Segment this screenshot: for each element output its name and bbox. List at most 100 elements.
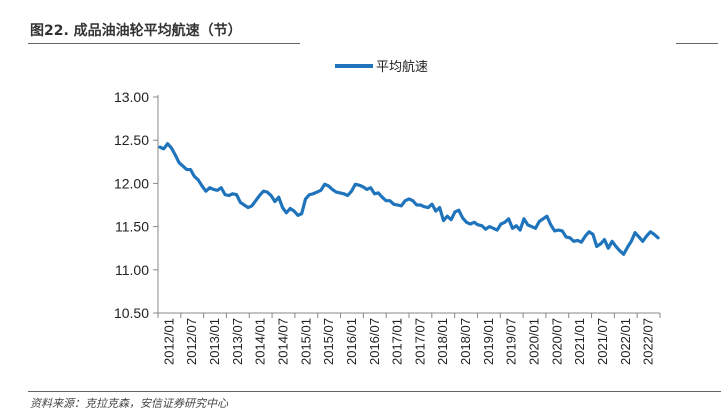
x-tick-label: 2021/01 — [572, 318, 587, 365]
data-point — [220, 187, 222, 189]
data-point — [619, 250, 621, 252]
data-point — [159, 146, 161, 148]
data-point — [542, 218, 544, 220]
data-point — [431, 203, 433, 205]
data-point — [649, 231, 652, 233]
data-point — [366, 188, 368, 191]
data-point — [166, 143, 169, 145]
data-point — [178, 162, 180, 164]
data-point — [393, 203, 395, 205]
data-point — [182, 165, 184, 167]
data-point — [427, 206, 429, 209]
plot-area — [158, 142, 660, 256]
data-point — [170, 147, 173, 149]
data-point — [634, 232, 636, 234]
data-point — [358, 184, 360, 186]
data-point — [262, 190, 264, 192]
data-point — [335, 191, 337, 193]
x-tick-label: 2014/07 — [276, 318, 291, 365]
data-point — [251, 205, 253, 207]
data-point — [377, 192, 379, 194]
data-point — [492, 227, 494, 229]
data-point — [281, 206, 284, 209]
y-tick-label: 12.50 — [114, 132, 149, 148]
header-rule-left — [28, 43, 300, 44]
x-tick-label: 2021/07 — [595, 318, 610, 365]
x-tick-label: 2015/01 — [298, 318, 313, 365]
data-point — [504, 221, 506, 223]
header-rule-right — [676, 43, 718, 44]
data-point — [235, 194, 238, 196]
y-tick-label: 11.50 — [115, 219, 149, 235]
data-point — [362, 186, 364, 188]
data-point — [519, 229, 521, 231]
data-point — [243, 204, 245, 206]
data-point — [205, 190, 207, 192]
data-point — [239, 201, 241, 204]
x-tick-label: 2012/01 — [161, 318, 176, 365]
data-point — [274, 200, 276, 203]
data-point — [354, 183, 356, 185]
data-point — [189, 168, 192, 171]
data-point — [653, 233, 655, 235]
x-tick-label: 2017/07 — [412, 318, 427, 365]
data-point — [293, 210, 295, 212]
data-point — [615, 245, 617, 248]
data-point — [285, 212, 287, 214]
data-point — [588, 231, 590, 233]
data-point — [327, 185, 330, 187]
data-point — [331, 188, 333, 191]
data-point — [412, 200, 414, 202]
data-point — [630, 240, 632, 242]
data-point — [600, 243, 602, 245]
x-tick-label: 2018/07 — [458, 318, 473, 365]
x-tick-label: 2015/07 — [321, 318, 336, 365]
data-point — [389, 200, 391, 202]
data-point — [197, 179, 199, 181]
data-point — [193, 175, 195, 178]
x-tick-label: 2020/01 — [527, 318, 542, 365]
data-point — [228, 194, 230, 197]
data-point — [638, 236, 640, 238]
data-point — [163, 148, 165, 150]
data-point — [442, 219, 445, 222]
data-point — [454, 211, 456, 213]
data-point — [435, 210, 437, 212]
data-point — [450, 219, 452, 221]
y-tick-label: 12.00 — [114, 175, 149, 191]
data-point — [603, 238, 606, 241]
data-point — [561, 230, 563, 232]
data-point — [370, 187, 372, 189]
footer-rule — [28, 391, 721, 392]
data-point — [297, 214, 299, 216]
data-point — [515, 225, 517, 227]
data-point — [339, 192, 341, 194]
data-point — [255, 200, 257, 202]
data-point — [592, 233, 594, 235]
data-point — [373, 193, 376, 195]
data-point — [343, 193, 345, 195]
data-point — [485, 228, 487, 230]
data-point — [645, 235, 648, 237]
data-point — [538, 220, 540, 223]
data-point — [584, 235, 586, 237]
data-point — [209, 187, 211, 189]
data-point — [565, 236, 567, 238]
data-point — [458, 209, 460, 211]
data-point — [465, 221, 468, 223]
data-point — [247, 206, 249, 209]
chart-title: 图22. 成品油油轮平均航速（节） — [30, 23, 242, 39]
data-point — [416, 204, 418, 206]
data-point — [289, 207, 291, 210]
data-point — [301, 213, 303, 215]
data-point — [523, 218, 525, 220]
data-point — [324, 183, 326, 185]
data-point — [212, 188, 215, 191]
data-point — [657, 237, 659, 239]
data-point — [488, 226, 491, 228]
legend: 平均航速 — [335, 59, 428, 75]
data-point — [174, 154, 176, 156]
data-point — [573, 240, 575, 242]
y-tick-label: 13.00 — [114, 89, 149, 105]
x-axis: 2012/01 2012/07 2013/01 2013/07 2014/01 2014/… — [157, 312, 661, 365]
